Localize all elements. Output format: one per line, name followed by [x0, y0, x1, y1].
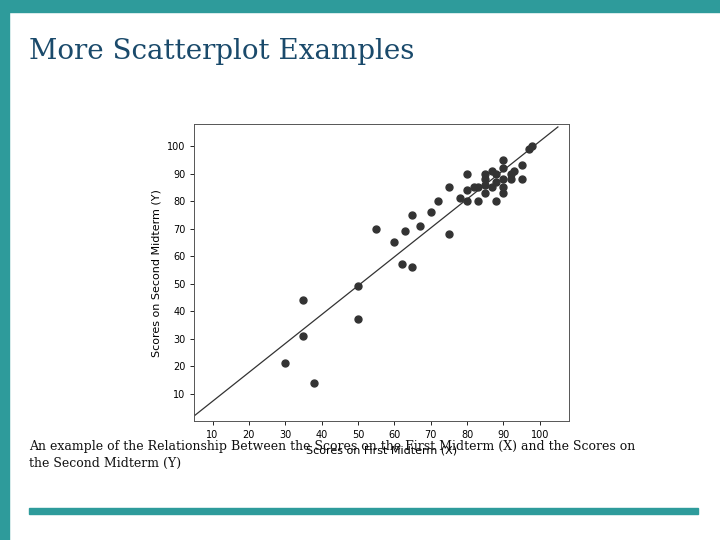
Point	[523, 145, 534, 153]
Point	[480, 180, 491, 189]
Point	[389, 238, 400, 247]
Point	[472, 183, 484, 192]
Point	[370, 225, 382, 233]
Point	[487, 183, 498, 192]
Point	[297, 296, 309, 305]
Point	[480, 170, 491, 178]
Point	[498, 156, 509, 164]
Point	[490, 178, 502, 186]
Point	[443, 183, 454, 192]
Point	[400, 227, 411, 236]
Point	[516, 175, 527, 184]
Point	[425, 208, 436, 217]
Point	[505, 175, 516, 184]
Point	[407, 263, 418, 272]
Y-axis label: Scores on Second Midterm (Y): Scores on Second Midterm (Y)	[151, 189, 161, 356]
Point	[469, 183, 480, 192]
Point	[480, 188, 491, 197]
Point	[527, 142, 539, 151]
Point	[414, 221, 426, 230]
Point	[396, 260, 408, 269]
Point	[490, 170, 502, 178]
Point	[279, 359, 291, 368]
Point	[462, 170, 473, 178]
Text: More Scatterplot Examples: More Scatterplot Examples	[29, 38, 414, 65]
Point	[505, 170, 516, 178]
Point	[498, 164, 509, 172]
Point	[490, 197, 502, 206]
Point	[462, 186, 473, 194]
Point	[443, 230, 454, 239]
Point	[454, 194, 466, 202]
Point	[516, 161, 527, 170]
Text: An example of the Relationship Between the Scores on the First Midterm (X) and t: An example of the Relationship Between t…	[29, 440, 635, 470]
Point	[432, 197, 444, 206]
Point	[297, 332, 309, 340]
Point	[508, 167, 520, 176]
Point	[498, 175, 509, 184]
Point	[352, 282, 364, 291]
Point	[462, 197, 473, 206]
Point	[472, 197, 484, 206]
Point	[480, 175, 491, 184]
Point	[498, 183, 509, 192]
Point	[309, 379, 320, 387]
Point	[407, 211, 418, 219]
Point	[352, 315, 364, 324]
Point	[498, 188, 509, 197]
X-axis label: Scores on First Midterm (X): Scores on First Midterm (X)	[306, 446, 457, 456]
Point	[487, 167, 498, 176]
